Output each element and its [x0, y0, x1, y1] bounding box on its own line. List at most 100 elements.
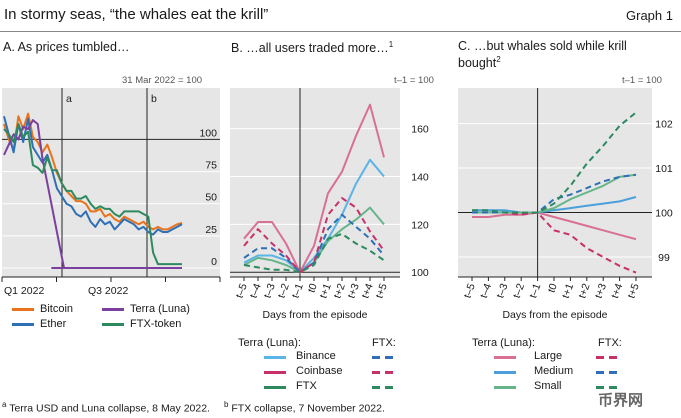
panel-c-x-axis-label: Days from the episode	[502, 309, 607, 321]
panel-a-plot-area	[2, 88, 220, 277]
panel-b-xtick-label: t–3	[262, 282, 278, 300]
legend-swatch	[12, 307, 34, 311]
legend-b-group-ftx: FTX:	[372, 337, 396, 349]
legend-swatch-dashed	[372, 356, 396, 359]
panel-a-ytick: 50	[205, 192, 217, 204]
panel-b-xtick-label: t+3	[345, 282, 361, 300]
panel-a-series-line-terra-luna-	[3, 119, 182, 269]
legend-swatch-solid	[264, 356, 286, 359]
panel-b-series-line-ftx-coinbase	[243, 197, 385, 274]
panel-c-title-sup: 2	[496, 55, 501, 64]
legend-swatch-solid	[264, 386, 286, 389]
panel-b-xtick-label: t+4	[359, 282, 375, 300]
legend-label: Binance	[296, 350, 336, 362]
panel-c-ytick: 101	[655, 163, 673, 175]
legend-b-group-terra: Terra (Luna):	[238, 337, 301, 349]
panel-b-plot-area	[230, 88, 400, 277]
legend-swatch-dashed	[372, 386, 396, 389]
panel-a-title: A. As prices tumbled…	[3, 40, 130, 54]
panel-a-event-b-label: b	[151, 93, 157, 105]
legend-a-bitcoin: Bitcoin	[12, 303, 73, 315]
panel-c-series-line-ftx-small	[472, 111, 637, 214]
panel-b-series-line-ftx-binance	[243, 213, 385, 274]
legend-label: Bitcoin	[40, 303, 74, 315]
legend-swatch	[102, 307, 124, 311]
legend-swatch	[102, 322, 124, 326]
panel-a-note: 31 Mar 2022 = 100	[122, 75, 203, 86]
legend-swatch-dashed	[596, 371, 620, 374]
legend-swatch-solid	[494, 356, 516, 359]
panel-c-series-line-ftx-medium	[472, 173, 637, 214]
panel-c-title: C. …but whales sold while krill bought2	[458, 40, 627, 70]
legend-swatch-solid	[494, 386, 516, 389]
panel-c-xtick-label: t+5	[625, 282, 641, 300]
chart-title: In stormy seas, “the whales eat the kril…	[4, 6, 269, 23]
panel-c-xtick-label: t+3	[593, 282, 609, 300]
legend-label: FTX	[296, 380, 317, 392]
footnote-a-mark: a	[2, 400, 7, 409]
legend-swatch-dashed	[596, 386, 620, 389]
legend-label: Coinbase	[296, 365, 343, 377]
legend-swatch-solid	[494, 371, 516, 374]
legend-c-group-ftx: FTX:	[598, 337, 622, 349]
legend-label: Small	[534, 380, 562, 392]
panel-b-note: t–1 = 100	[394, 75, 434, 86]
footnote-b-mark: b	[224, 400, 229, 409]
panel-a-ytick: 100	[199, 127, 217, 139]
legend-swatch	[12, 322, 34, 326]
panel-b-xtick-label: t+2	[331, 282, 347, 300]
panel-c-xtick-label: t–5	[462, 282, 478, 300]
footnote-a: a Terra USD and Luna collapse, 8 May 202…	[2, 400, 210, 415]
panel-b-title-text: B. …all users traded more…	[231, 41, 389, 56]
panel-c-title-line2: bought	[458, 56, 497, 71]
legend-swatch-solid	[264, 371, 286, 374]
legend-swatch-dashed	[596, 356, 620, 359]
panel-b-xtick-label: t+5	[373, 282, 389, 300]
panel-c-note: t–1 = 100	[622, 75, 662, 86]
panel-b-xtick-label: t0	[306, 282, 320, 294]
panel-a-ytick: 0	[211, 256, 217, 268]
panel-b-series-line-ftx-ftx	[243, 232, 385, 274]
panel-c-ytick: 99	[658, 252, 670, 264]
panel-c-plot-area	[458, 88, 652, 277]
panel-c-xtick-label: t–3	[494, 282, 510, 300]
panel-b-xtick-label: t–4	[248, 282, 264, 300]
legend-label: Large	[534, 350, 563, 362]
legend-label: Terra (Luna)	[130, 303, 190, 315]
footnote-b-text: FTX collapse, 7 November 2022.	[231, 402, 385, 415]
panel-b-xtick-label: t+1	[317, 282, 333, 300]
panel-b-ytick: 140	[411, 172, 429, 184]
panel-a-series-line-ftx-token	[3, 123, 182, 266]
panel-c-series-line-ftx-large	[472, 211, 637, 274]
panel-a-ytick: 75	[205, 160, 217, 172]
panel-c-xtick-label: t0	[546, 282, 560, 294]
panel-a-event-a-label: a	[66, 93, 72, 105]
watermark-logo: 币界网	[598, 392, 644, 409]
panel-c-xtick-label: t+4	[609, 282, 625, 300]
footnote-b: b FTX collapse, 7 November 2022.	[224, 400, 385, 415]
graph-number: Graph 1	[626, 8, 673, 23]
panel-c-ytick: 102	[655, 119, 673, 131]
legend-c-group-terra: Terra (Luna):	[472, 337, 535, 349]
panel-b-series-line-terra-luna-coinbase	[243, 103, 385, 274]
panel-c-xtick-label: t+2	[576, 282, 592, 300]
panel-b-xtick-label: t–2	[276, 282, 292, 300]
panel-a-series-line-ether	[3, 116, 183, 236]
panel-b-ytick: 100	[411, 267, 429, 279]
legend-swatch-dashed	[372, 371, 396, 374]
panel-b-title-sup: 1	[388, 40, 394, 49]
panel-c-ytick: 100	[655, 208, 673, 220]
panel-b-xtick-label: t–5	[234, 282, 250, 300]
panel-c-xtick-label: t–2	[511, 282, 527, 300]
panel-c-series-line-terra-luna-small	[472, 173, 637, 214]
legend-a-ether: Ether	[12, 318, 66, 330]
panel-b-ytick: 120	[411, 219, 429, 231]
panel-b-x-axis-label: Days from the episode	[262, 309, 367, 321]
panel-a-xtick-label: Q1 2022	[4, 285, 44, 297]
panel-b-ytick: 160	[411, 124, 429, 136]
panel-b-series-line-terra-luna-binance	[243, 158, 385, 274]
legend-a-ftx-token: FTX-token	[102, 318, 181, 330]
panel-c-xtick-label: t–1	[527, 282, 543, 300]
panel-c-series-line-terra-luna-large	[472, 211, 637, 241]
